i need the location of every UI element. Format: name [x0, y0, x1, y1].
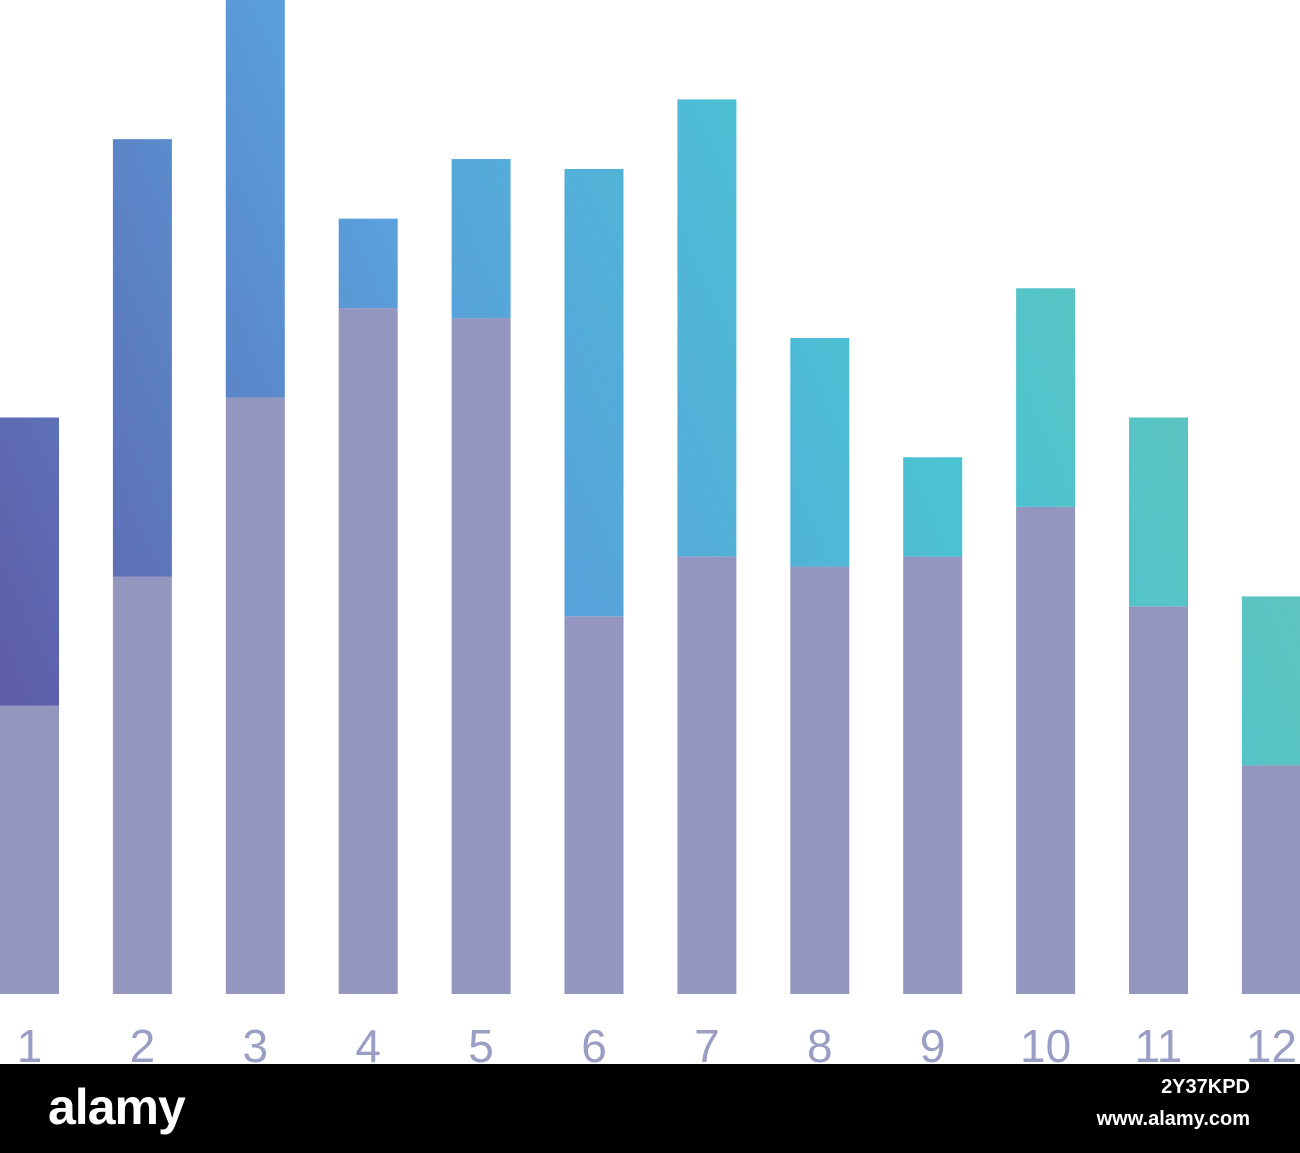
x-tick-label-11: 11: [1135, 1020, 1183, 1064]
bar-top-9: [903, 457, 963, 557]
bar-chart: 1 2 3 4 5 6 7 8 9 10 11 12: [0, 0, 1300, 1064]
bar-top-2: [112, 139, 172, 577]
bar-base-10: [1016, 506, 1076, 994]
bar-top-12: [1241, 596, 1300, 766]
x-tick-label-3: 3: [243, 1020, 269, 1064]
bar-base-7: [677, 556, 737, 994]
x-tick-label-7: 7: [694, 1020, 720, 1064]
bar-base-11: [1129, 606, 1188, 994]
bar-base-2: [112, 576, 172, 994]
bar-base-8: [790, 566, 850, 994]
x-tick-label-8: 8: [807, 1020, 833, 1064]
bar-top-11: [1129, 417, 1188, 607]
watermark-url-label: www.alamy.com: [1096, 1108, 1250, 1130]
bar-top-5: [451, 159, 511, 319]
x-axis-tick-labels: 1 2 3 4 5 6 7 8 9 10 11 12: [17, 1020, 1297, 1064]
bar-base-1: [0, 705, 59, 994]
bar-top-7: [677, 99, 737, 557]
bars-layer: [0, 0, 1300, 995]
bar-base-12: [1241, 765, 1300, 994]
x-tick-label-6: 6: [581, 1020, 607, 1064]
x-tick-label-2: 2: [130, 1020, 156, 1064]
bar-top-3: [225, 0, 285, 398]
bar-top-1: [0, 417, 59, 706]
watermark-banner: alamy 2Y37KPD www.alamy.com: [0, 1064, 1300, 1153]
image-id-label: 2Y37KPD: [1161, 1076, 1250, 1098]
bar-base-6: [564, 616, 624, 994]
x-tick-label-5: 5: [468, 1020, 494, 1064]
bar-base-5: [451, 318, 511, 995]
x-tick-label-10: 10: [1020, 1020, 1071, 1064]
bar-top-4: [338, 218, 398, 309]
bar-top-8: [790, 337, 850, 567]
x-tick-label-4: 4: [355, 1020, 381, 1064]
bar-base-3: [225, 397, 285, 995]
alamy-logo: alamy: [48, 1079, 186, 1135]
x-tick-label-9: 9: [920, 1020, 946, 1064]
bar-top-6: [564, 168, 624, 617]
x-tick-label-1: 1: [17, 1020, 43, 1064]
bar-base-9: [903, 556, 963, 994]
bar-base-4: [338, 308, 398, 994]
bar-top-10: [1016, 288, 1076, 507]
x-tick-label-12: 12: [1246, 1020, 1297, 1064]
